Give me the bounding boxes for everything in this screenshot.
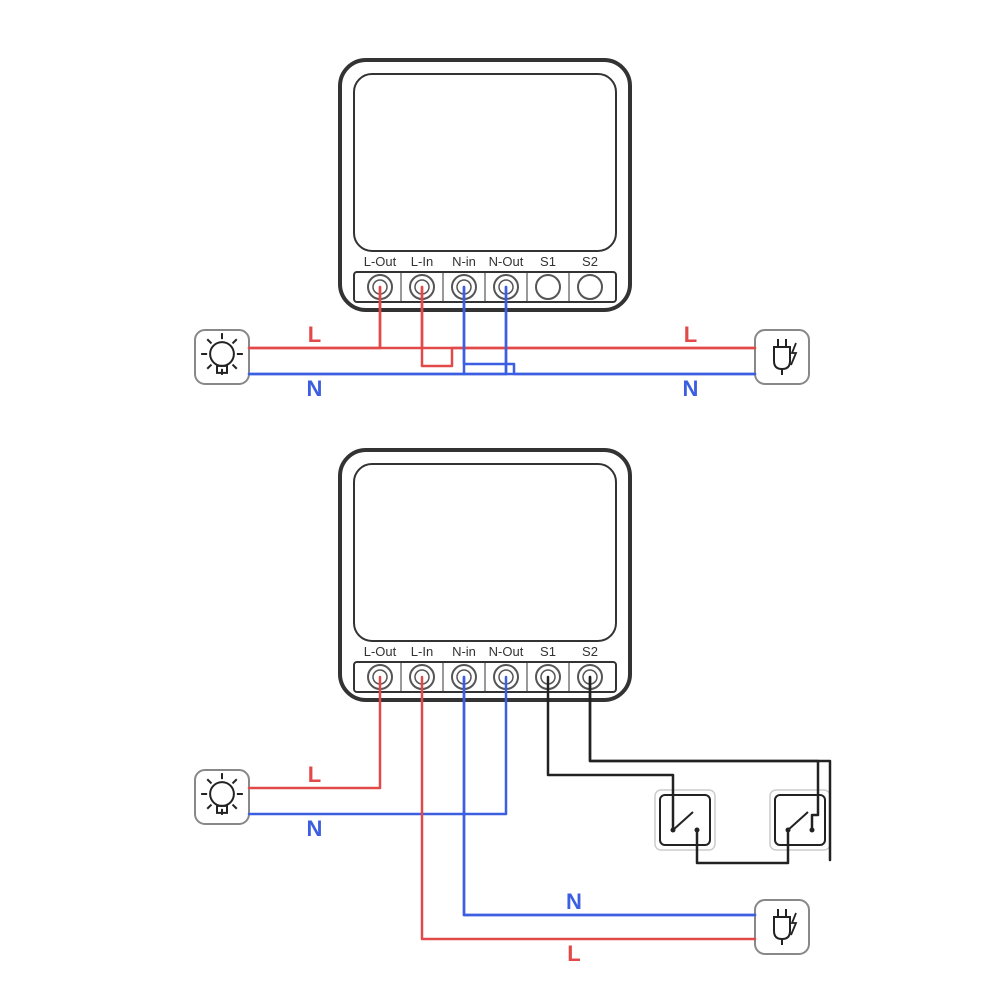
terminal-4 bbox=[536, 275, 560, 299]
d2-N-left: N bbox=[307, 816, 323, 841]
terminal-label-0: L-Out bbox=[364, 644, 397, 659]
device-screen bbox=[354, 464, 616, 641]
terminal-label-5: S2 bbox=[582, 644, 598, 659]
d1-neutral-bulb bbox=[249, 287, 506, 374]
d1-N-left: N bbox=[307, 376, 323, 401]
d1-L-left: L bbox=[308, 322, 321, 347]
plug-icon-box bbox=[755, 330, 809, 384]
d2-N-right: N bbox=[566, 889, 582, 914]
terminal-label-3: N-Out bbox=[489, 254, 524, 269]
terminal-label-4: S1 bbox=[540, 644, 556, 659]
d1-L-right: L bbox=[684, 322, 697, 347]
d2-L-right: L bbox=[567, 941, 580, 966]
terminal-5 bbox=[578, 275, 602, 299]
plug-icon-box bbox=[755, 900, 809, 954]
device-screen bbox=[354, 74, 616, 251]
terminal-label-5: S2 bbox=[582, 254, 598, 269]
terminal-label-2: N-in bbox=[452, 644, 476, 659]
d2-neutral-plug-h bbox=[464, 677, 755, 915]
d1-neutral-plug bbox=[464, 287, 755, 374]
terminal-label-4: S1 bbox=[540, 254, 556, 269]
terminal-label-0: L-Out bbox=[364, 254, 397, 269]
d1-N-right: N bbox=[683, 376, 699, 401]
terminal-label-3: N-Out bbox=[489, 644, 524, 659]
terminal-label-1: L-In bbox=[411, 644, 433, 659]
terminal-label-1: L-In bbox=[411, 254, 433, 269]
d2-neutral-bulb bbox=[249, 677, 506, 814]
wiring-diagram: L-Out L-In N-in N-Out S1 S2 L L N N L-Out L-In N-in N… bbox=[0, 0, 1000, 1000]
terminal-label-2: N-in bbox=[452, 254, 476, 269]
d2-L-left: L bbox=[308, 762, 321, 787]
